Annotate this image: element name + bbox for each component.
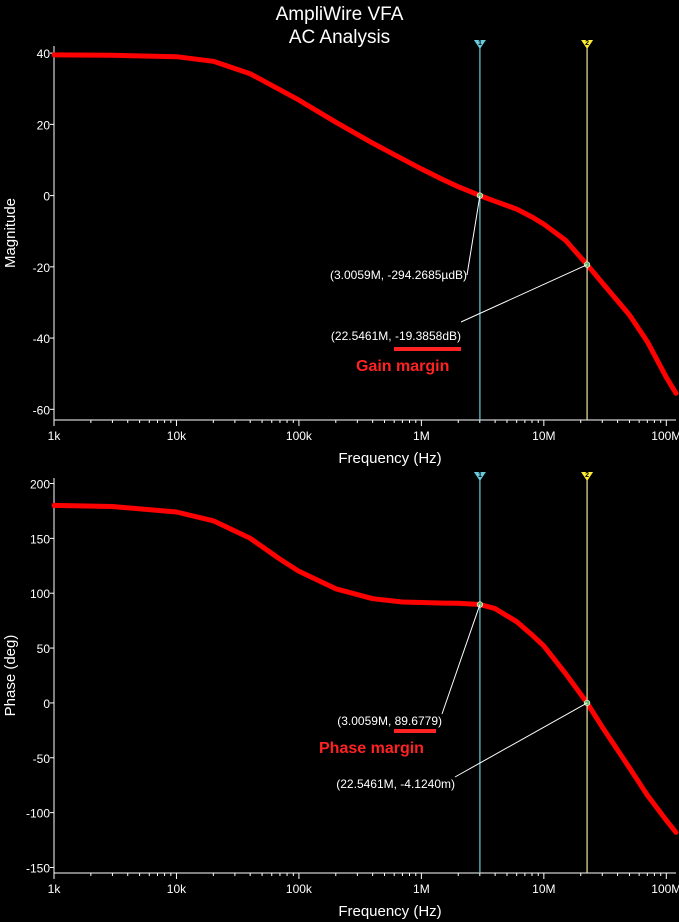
phase-y-tick-label: 100 xyxy=(30,587,50,601)
mag-x-tick-label: 10k xyxy=(167,429,187,443)
phase-x-tick-label: 10M xyxy=(532,882,555,896)
mag-cursor-2-flag xyxy=(581,40,594,49)
phase-x-tick-label: 100k xyxy=(286,882,313,896)
mag-cursor-2-flag-label: 2 xyxy=(585,40,589,47)
phase-margin-annotation: Phase margin xyxy=(319,740,424,757)
chart-title-line2: AC Analysis xyxy=(288,27,391,48)
mag-cursor-2-readout: (22.5461M, -19.3858dB) xyxy=(331,329,461,343)
mag-cursor-1-readout: (3.0059M, -294.2685µdB) xyxy=(330,268,467,282)
phase-panel xyxy=(50,472,679,879)
mag-x-tick-label: 1k xyxy=(48,429,62,443)
phase-cursor-1-leader xyxy=(441,604,481,715)
mag-y-tick-label: -20 xyxy=(33,261,51,275)
phase-curve-phase xyxy=(51,502,679,835)
phase-y-tick-label: -150 xyxy=(26,862,50,876)
phase-cursor-1-flag xyxy=(473,472,486,481)
mag-x-tick-label: 1M xyxy=(413,429,430,443)
phase-y-tick-label: -50 xyxy=(33,752,51,766)
phase-x-tick-label: 1M xyxy=(413,882,430,896)
mag-panel xyxy=(50,40,679,426)
mag-cursor-1-flag xyxy=(473,40,486,49)
phase-y-tick-label: 50 xyxy=(37,642,51,656)
mag-x-tick-label: 100M xyxy=(651,429,679,443)
phase-x-tick-label: 100M xyxy=(651,882,679,896)
mag-x-tick-label: 10M xyxy=(532,429,555,443)
mag-cursor-2-leader xyxy=(460,264,588,323)
mag-cursor-1-flag-label: 1 xyxy=(478,40,482,47)
phase-x-label: Frequency (Hz) xyxy=(338,903,441,920)
mag-y-tick-label: 40 xyxy=(37,47,51,61)
mag-y-tick-label: 0 xyxy=(43,190,50,204)
chart-title-line1: AmpliWire VFA xyxy=(275,4,404,25)
mag-y-tick-label: -60 xyxy=(33,403,51,417)
phase-x-tick-label: 1k xyxy=(48,882,62,896)
phase-y-tick-label: 0 xyxy=(43,697,50,711)
mag-x-tick-label: 100k xyxy=(286,429,313,443)
phase-cursor-1-marker xyxy=(476,601,484,608)
mag-y-label: Magnitude xyxy=(2,198,19,268)
phase-cursor-2-readout: (22.5461M, -4.1240m) xyxy=(336,777,455,791)
phase-x-tick-label: 10k xyxy=(167,882,187,896)
phase-cursor-1-flag-label: 1 xyxy=(478,472,482,479)
phase-y-label: Phase (deg) xyxy=(2,635,19,717)
phase-y-tick-label: -100 xyxy=(26,807,50,821)
phase-cursor-2-leader xyxy=(454,702,588,778)
mag-cursor-1-leader xyxy=(466,195,481,276)
phase-y-tick-label: 150 xyxy=(30,532,50,546)
mag-y-tick-label: 20 xyxy=(37,118,51,132)
mag-x-label: Frequency (Hz) xyxy=(338,450,441,467)
phase-cursor-2-flag-label: 2 xyxy=(585,472,589,479)
mag-y-tick-label: -40 xyxy=(33,332,51,346)
phase-cursor-2-flag xyxy=(581,472,594,481)
phase-y-tick-label: 200 xyxy=(30,477,50,491)
mag-margin-annotation: Gain margin xyxy=(356,358,449,375)
phase-cursor-1-readout: (3.0059M, 89.6779) xyxy=(337,714,442,728)
mag-curve-magnitude xyxy=(51,52,679,396)
